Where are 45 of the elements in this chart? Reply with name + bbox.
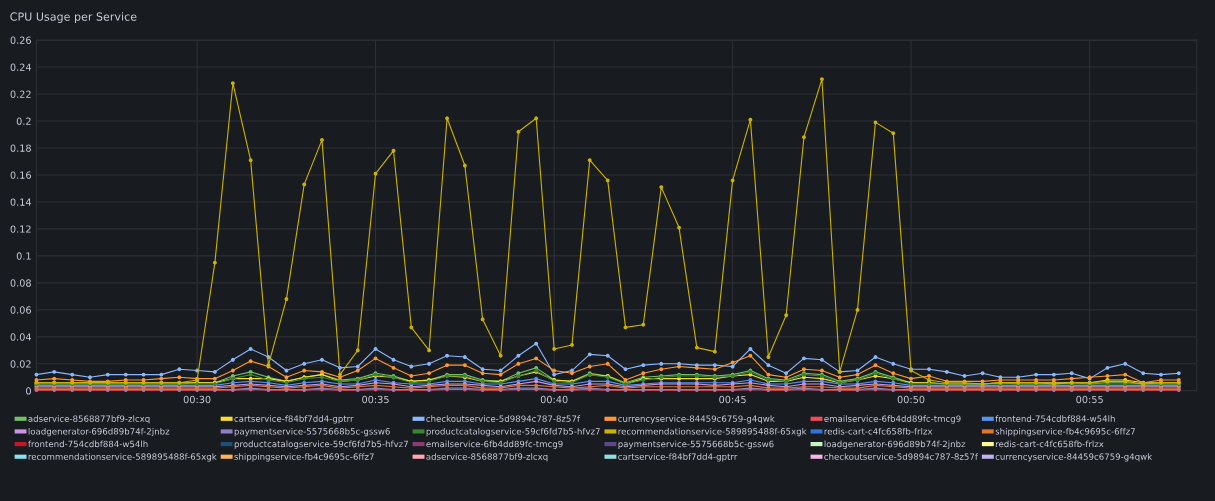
x-tick-label: 00:40 (540, 395, 568, 404)
legend-label: checkoutservice-5d9894c787-8z57f (426, 415, 581, 422)
y-tick-label: 0.2 (16, 117, 31, 125)
y-tick-label: 0.16 (10, 171, 31, 179)
legend-label: emailservice-6fb4dd89fc-tmcg9 (426, 440, 563, 449)
legend-label: frontend-754cdbf884-w54lh (995, 415, 1115, 422)
legend-label: paymentservice-5575668b5c-gssw6 (234, 427, 390, 437)
legend-label: paymentservice-5575668b5c-gssw6 (618, 440, 774, 449)
legend-label: frontend-754cdbf884-w54lh (28, 440, 148, 448)
y-tick-label: 0 (26, 387, 31, 395)
y-tick-label: 0.04 (10, 333, 32, 341)
legend-label: cartservice-f84bf7dd4-gptrr (234, 415, 354, 424)
x-tick-label: 00:45 (719, 395, 746, 404)
y-tick-label: 0.08 (10, 279, 31, 287)
x-tick-label: 00:50 (897, 395, 925, 404)
y-tick-label: 0.02 (10, 360, 31, 368)
x-tick-label: 00:30 (183, 395, 211, 404)
legend-label: loadgenerator-696d89b74f-2jnbz (28, 427, 170, 437)
y-tick-label: 0.22 (10, 90, 31, 98)
legend-label: shippingservice-fb4c9695c-6ffz7 (234, 453, 374, 462)
x-tick-label: 00:55 (1076, 395, 1103, 404)
chart-title: CPU Usage per Service (10, 12, 137, 23)
y-tick-label: 0.14 (10, 198, 32, 206)
y-tick-label: 0.24 (10, 63, 32, 71)
legend-label: productcatalogservice-59cf6fd7b5-hfvz7 (234, 440, 408, 449)
legend-label: redis-cart-c4fc658fb-frlzx (995, 440, 1104, 448)
legend-label: adservice-8568877bf9-zlcxq (426, 453, 548, 462)
y-tick-label: 0.18 (10, 144, 31, 152)
legend-label: productcatalogservice-59cf6fd7b5-hfvz7 (426, 427, 600, 437)
y-tick-label: 0.26 (10, 36, 31, 44)
y-tick-label: 0.1 (16, 252, 31, 260)
legend-label: emailservice-6fb4dd89fc-tmcg9 (824, 415, 961, 424)
legend-label: checkoutservice-5d9894c787-8z57f (824, 453, 979, 460)
legend-label: currencyservice-84459c6759-g4qwk (995, 453, 1153, 462)
x-tick-label: 00:35 (362, 395, 389, 404)
y-tick-label: 0.12 (10, 225, 31, 233)
legend-label: recommendationservice-589895488f-65xgk (618, 427, 807, 437)
y-tick-label: 0.06 (10, 306, 31, 314)
legend-label: redis-cart-c4fc658fb-frlzx (824, 427, 933, 435)
legend-label: loadgenerator-696d89b74f-2jnbz (824, 440, 966, 449)
legend-label: currencyservice-84459c6759-g4qwk (618, 415, 775, 424)
legend-label: cartservice-f84bf7dd4-gptrr (618, 453, 738, 462)
legend-label: recommendationservice-589895488f-65xgk (28, 453, 217, 462)
legend-label: adservice-8568877bf9-zlcxq (28, 415, 150, 424)
legend-label: shippingservice-fb4c9695c-6ffz7 (995, 427, 1135, 437)
